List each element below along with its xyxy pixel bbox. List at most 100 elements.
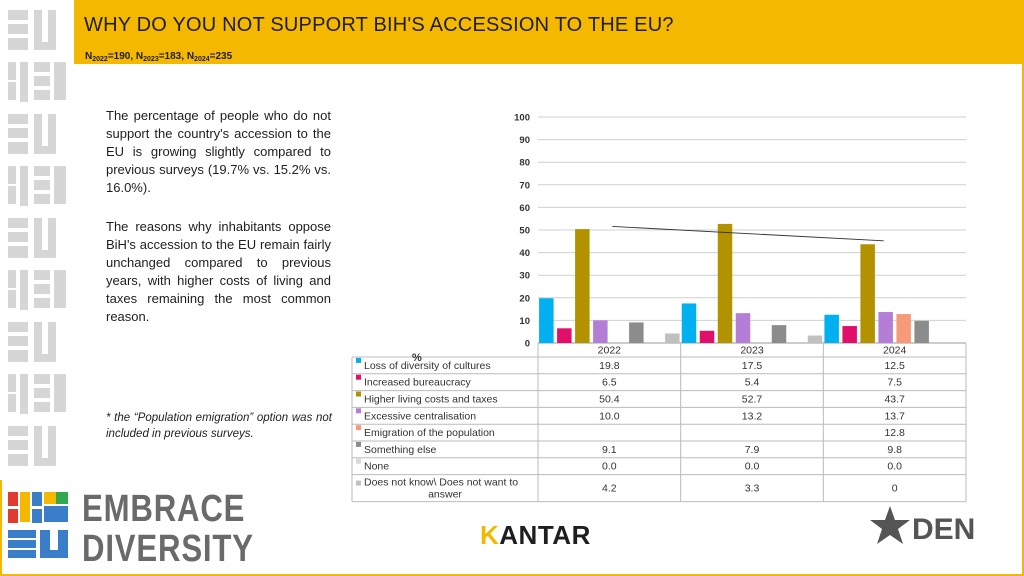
den-logo: DEN: [870, 506, 975, 546]
pattern-shape: [8, 440, 28, 450]
data-value: 0.0: [887, 461, 902, 473]
pattern-shape: [8, 426, 28, 436]
trendline: [612, 225, 884, 242]
sample-size-value: =190,: [107, 51, 136, 62]
pattern-shape: [8, 10, 28, 20]
category-label: 2024: [883, 345, 907, 357]
pattern-shape: [34, 62, 50, 72]
pattern-shape: [54, 270, 66, 308]
bar: [771, 325, 787, 343]
data-value: 0.0: [745, 461, 760, 473]
pattern-shape: [34, 354, 56, 362]
sample-size-year: 2023: [143, 56, 159, 63]
legend-swatch: [356, 391, 361, 397]
pattern-shape: [8, 394, 16, 412]
pattern-shape: [8, 218, 28, 228]
kantar-logo-rest: ANTAR: [499, 520, 591, 550]
data-value: 4.2: [602, 483, 617, 495]
pattern-shape: [8, 322, 28, 332]
bar: [824, 314, 839, 343]
kantar-logo-k: K: [480, 520, 500, 550]
footnote: * the “Population emigration” option was…: [106, 412, 332, 440]
bar: [807, 335, 823, 343]
data-value: 3.3: [745, 483, 760, 495]
category-label: 2022: [598, 345, 622, 357]
pattern-shape: [34, 114, 42, 154]
legend-label: Does not know\ Does not want to: [364, 477, 518, 489]
pattern-shape: [8, 374, 16, 392]
data-value: 6.5: [602, 377, 617, 389]
pattern-shape: [48, 322, 56, 362]
category-label: 2023: [740, 345, 764, 357]
y-tick-label: 70: [519, 180, 530, 191]
bar: [575, 229, 590, 343]
pattern-shape: [8, 232, 28, 242]
legend-swatch: [356, 357, 361, 363]
data-value: 7.5: [887, 377, 902, 389]
pattern-shape: [8, 128, 28, 138]
pattern-shape: [8, 186, 16, 204]
pattern-shape: [34, 374, 50, 384]
pattern-shape: [8, 62, 16, 80]
pattern-shape: [34, 180, 50, 190]
y-tick-label: 10: [519, 316, 530, 327]
sample-size-value: =235: [209, 51, 233, 62]
pattern-shape: [34, 298, 50, 308]
pattern-shape: [34, 76, 50, 86]
y-tick-label: 80: [519, 158, 530, 169]
legend-label: Increased bureaucracy: [364, 377, 472, 389]
data-value: 13.2: [742, 410, 763, 422]
pattern-shape: [34, 10, 42, 50]
pattern-shape: [8, 38, 28, 50]
data-value: 5.4: [745, 377, 760, 389]
pattern-shape: [48, 114, 56, 154]
legend-label: answer: [428, 489, 462, 501]
pattern-shape: [8, 142, 28, 154]
unit-label: %: [412, 352, 422, 364]
pattern-shape: [34, 166, 50, 176]
pattern-shape: [34, 426, 42, 466]
pattern-shape: [8, 114, 28, 124]
y-tick-label: 90: [519, 135, 530, 146]
bih-eu-pattern-block: [4, 214, 70, 264]
bar: [842, 326, 857, 343]
bih-eu-pattern-block: [4, 162, 70, 212]
pattern-shape: [8, 270, 16, 288]
bih-eu-pattern-block: [4, 266, 70, 316]
bih-eu-pattern-block: [4, 318, 70, 368]
pattern-shape: [8, 166, 16, 184]
bih-eu-pattern-block: [4, 370, 70, 420]
y-tick-label: 60: [519, 203, 530, 214]
pattern-shape: [8, 336, 28, 346]
sample-size-year: 2024: [194, 56, 210, 63]
legend-swatch: [356, 408, 361, 414]
pattern-shape: [20, 62, 28, 102]
bih-eu-pattern-block: [4, 58, 70, 108]
bih-eu-pattern-block: [4, 6, 70, 56]
summary-paragraph-2: The reasons why inhabitants oppose BiH's…: [106, 219, 331, 324]
pattern-shape: [8, 454, 28, 466]
pattern-shape: [34, 402, 50, 412]
pattern-shape: [54, 62, 66, 100]
pattern-shape: [34, 194, 50, 204]
legend-swatch: [356, 441, 361, 447]
pattern-shape: [34, 270, 50, 280]
embrace-word: EMBRACE: [82, 488, 246, 530]
bar: [629, 322, 644, 343]
legend-swatch: [356, 458, 361, 464]
bar: [699, 330, 715, 343]
pattern-shape: [8, 24, 28, 34]
pattern-shape: [8, 82, 16, 100]
pattern-shape: [34, 42, 56, 50]
data-value: 9.8: [887, 444, 902, 456]
data-value: 7.9: [745, 444, 760, 456]
header-bar: [74, 0, 1024, 64]
data-value: 52.7: [742, 394, 763, 406]
data-value: 10.0: [599, 410, 620, 422]
pattern-shape: [48, 426, 56, 466]
bar: [539, 298, 554, 343]
pattern-shape: [34, 218, 42, 258]
bar: [557, 328, 572, 343]
legend-label: Loss of diversity of cultures: [364, 360, 491, 372]
bih-eu-pattern-strip: [0, 0, 74, 480]
